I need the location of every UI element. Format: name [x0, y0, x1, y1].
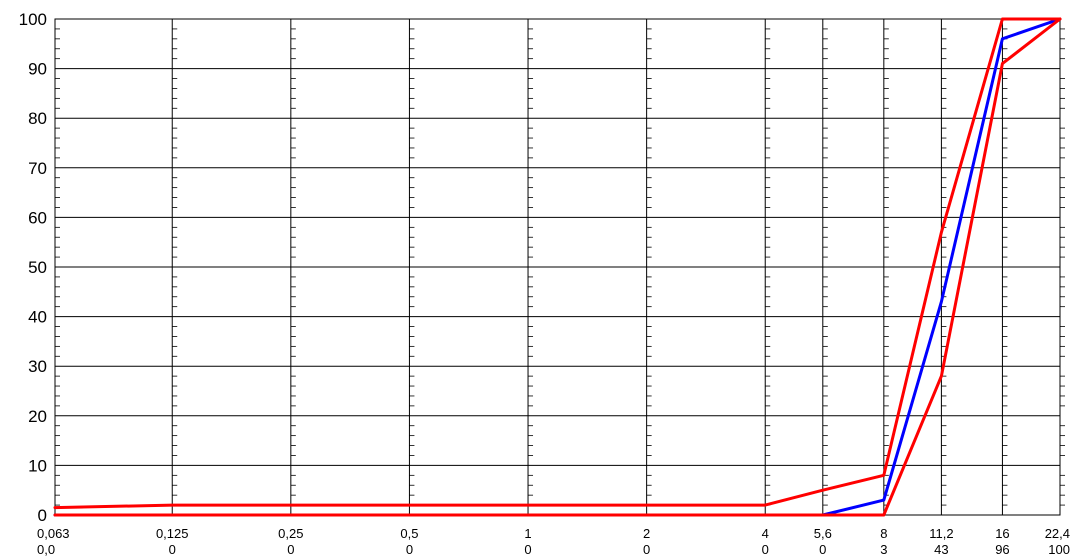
minor-tick-marks [55, 28, 1065, 506]
series-point-1 [764, 503, 767, 507]
x-tick-label: 0,063 [37, 526, 70, 541]
x-secondary-label: 0,0 [37, 542, 55, 557]
y-tick-label: 100 [19, 10, 47, 29]
series-point-1 [408, 503, 411, 507]
series-point-1 [53, 506, 57, 509]
x-tick-label: 4 [762, 526, 769, 541]
series-point-1 [526, 503, 530, 507]
x-secondary-label: 100 [1048, 542, 1070, 557]
x-secondary-label: 3 [880, 542, 887, 557]
series-point-1 [289, 503, 293, 507]
y-tick-label: 30 [28, 357, 47, 376]
x-secondary-label: 43 [934, 542, 948, 557]
x-axis-tick-labels: 0,063 0,125 0,25 0,5 1 2 4 5,6 8 11,2 16 22,4 [37, 526, 1070, 541]
series-line-2 [53, 17, 1062, 517]
series-point-2 [289, 513, 293, 517]
x-tick-label: 0,125 [156, 526, 189, 541]
y-tick-label: 10 [28, 456, 47, 475]
series-point-1 [645, 503, 648, 507]
x-secondary-label: 0 [762, 542, 769, 557]
data-series [53, 17, 1062, 517]
x-tick-label: 22,4 [1045, 526, 1070, 541]
series-point-1 [1001, 17, 1004, 21]
series-point-2 [1001, 62, 1004, 65]
series-point-2 [821, 513, 825, 517]
series-point-1 [940, 231, 943, 234]
x-secondary-label: 0 [169, 542, 176, 557]
series-line-1 [53, 17, 1062, 510]
x-secondary-label: 0 [524, 542, 531, 557]
y-tick-label: 70 [28, 159, 47, 178]
y-tick-label: 90 [28, 60, 47, 79]
series-point-0 [1001, 37, 1004, 41]
series-point-2 [408, 513, 411, 517]
x-tick-label: 1 [524, 526, 531, 541]
vertical-gridlines [171, 19, 1003, 515]
y-axis-tick-labels: 0 10 20 30 40 50 60 70 80 90 100 [19, 10, 47, 525]
x-secondary-label: 0 [819, 542, 826, 557]
x-tick-label: 0,5 [400, 526, 418, 541]
series-point-2 [526, 513, 530, 517]
x-secondary-label: 0 [287, 542, 294, 557]
x-secondary-label: 96 [995, 542, 1009, 557]
series-point-1 [171, 503, 174, 507]
y-tick-label: 20 [28, 407, 47, 426]
series-point-2 [53, 513, 57, 517]
x-tick-label: 11,2 [929, 526, 953, 541]
x-tick-label: 5,6 [814, 526, 832, 541]
series-point-2 [940, 374, 943, 378]
y-tick-label: 40 [28, 308, 47, 327]
y-tick-label: 60 [28, 208, 47, 227]
y-tick-label: 0 [38, 506, 47, 525]
series-point-2 [1058, 17, 1062, 21]
x-tick-label: 0,25 [278, 526, 303, 541]
x-secondary-label: 0 [406, 542, 413, 557]
y-tick-label: 50 [28, 258, 47, 277]
series-point-1 [821, 489, 825, 492]
series-point-2 [764, 513, 767, 517]
series-point-1 [882, 474, 886, 477]
x-tick-label: 8 [880, 526, 887, 541]
series-point-2 [882, 513, 886, 517]
series-point-2 [645, 513, 648, 517]
series-point-0 [882, 498, 886, 502]
x-tick-label: 2 [643, 526, 650, 541]
y-tick-label: 80 [28, 109, 47, 128]
series-point-0 [940, 300, 943, 303]
series-point-2 [171, 513, 174, 517]
x-tick-label: 16 [995, 526, 1009, 541]
x-secondary-label: 0 [643, 542, 650, 557]
x-axis-secondary-labels: 0,0 0 0 0 0 0 0 0 3 43 96 100 [37, 542, 1070, 557]
